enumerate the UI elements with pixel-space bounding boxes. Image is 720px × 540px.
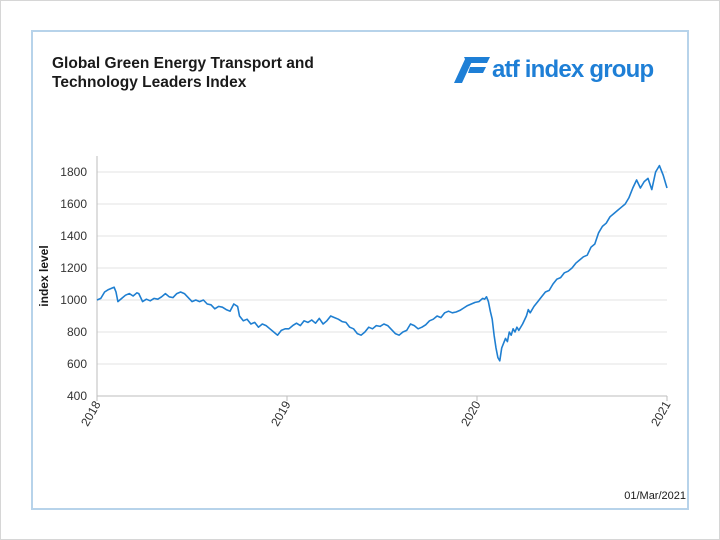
y-tick-label: 1200: [60, 261, 87, 275]
atf-logo-icon: [454, 57, 490, 83]
grid-lines: [97, 171, 667, 365]
y-tick-label: 1000: [60, 293, 87, 307]
footer-date: 01/Mar/2021: [624, 490, 686, 502]
y-axis-ticks: 400 600 800 1000 1200 1400 1600 1800: [60, 165, 87, 403]
chart-title-line-1: Global Green Energy Transport and: [52, 55, 314, 72]
chart-title-line-2: Technology Leaders Index: [52, 74, 247, 91]
y-tick-label: 1600: [60, 197, 87, 211]
x-tick-label: 2021: [648, 398, 674, 428]
y-tick-label: 400: [67, 389, 87, 403]
logo-text: atf index group: [492, 56, 654, 83]
series-line: [96, 164, 668, 362]
y-tick-label: 1800: [60, 165, 87, 179]
y-tick-label: 1400: [60, 229, 87, 243]
x-tick-label: 2020: [458, 398, 484, 428]
y-tick-label: 800: [67, 325, 87, 339]
chart-card: [31, 30, 689, 510]
atf-logo: atf index group: [452, 55, 672, 87]
y-axis-title: index level: [37, 245, 51, 306]
chart-title: Global Green Energy Transport and Techno…: [52, 54, 392, 92]
x-tick-label: 2019: [268, 398, 294, 428]
y-tick-label: 600: [67, 357, 87, 371]
x-axis-ticks: 2018 2019 2020 2021: [78, 396, 674, 429]
